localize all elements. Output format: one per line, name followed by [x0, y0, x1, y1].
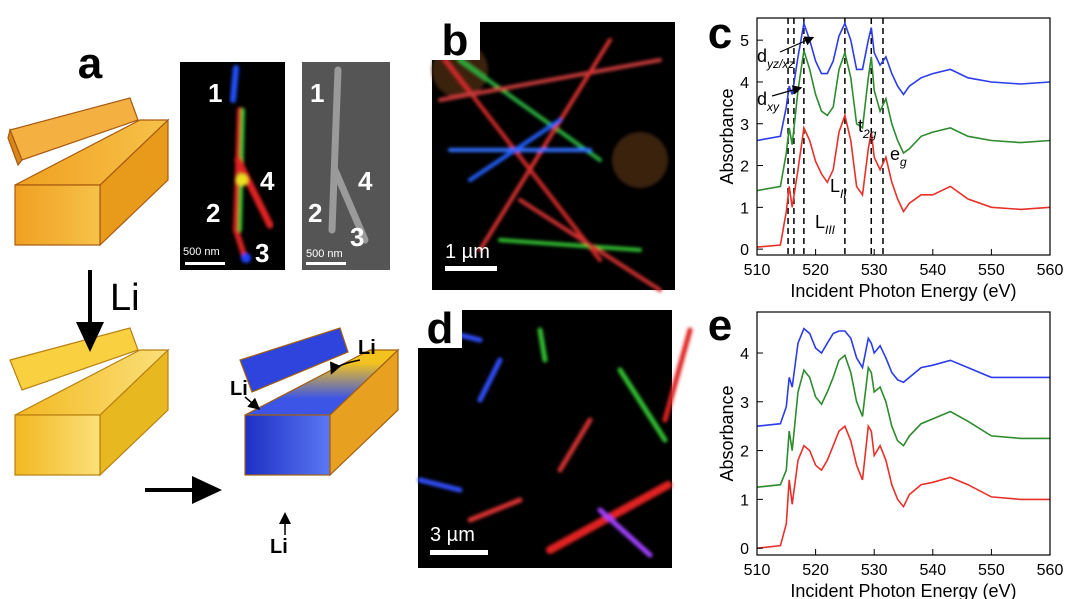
- annotation-sub: xy: [766, 100, 780, 114]
- annotation: eg: [890, 144, 907, 169]
- li-label: Li: [270, 536, 288, 558]
- annotation-arrow: [780, 38, 812, 52]
- annotation-sub: g: [900, 155, 907, 169]
- panel-label: b: [442, 16, 469, 65]
- panel-label: d: [427, 304, 454, 353]
- x-tick-label: 530: [861, 562, 888, 579]
- annotation-main: d: [757, 46, 767, 66]
- arrow-label: Li: [110, 277, 140, 319]
- y-axis-title: Absorbance: [717, 88, 737, 184]
- plot-frame: [757, 312, 1050, 555]
- y-tick-label: 1: [740, 200, 749, 217]
- x-tick-label: 510: [744, 562, 771, 579]
- li-label: Li: [230, 378, 248, 400]
- scale-label: 500 nm: [306, 248, 343, 260]
- annotation-sub: 2g: [862, 127, 877, 141]
- y-tick-label: 0: [740, 541, 749, 558]
- x-axis-title: Incident Photon Energy (eV): [790, 581, 1016, 599]
- li-arrow: [245, 397, 258, 408]
- annotation-main: e: [890, 144, 900, 164]
- x-tick-label: 530: [861, 262, 888, 279]
- figure: Li a Li Li Li 1 2 3 4 500 nm 1 2 3 4 500…: [0, 0, 1070, 599]
- rod-number: 3: [350, 222, 364, 252]
- annotation-sub: II: [840, 187, 847, 201]
- annotation: dxy: [757, 89, 780, 114]
- annotation-main: d: [757, 89, 767, 109]
- y-tick-label: 4: [740, 75, 749, 92]
- scale-bar: [445, 266, 497, 271]
- rod-number: 3: [255, 238, 269, 268]
- x-tick-label: 510: [744, 262, 771, 279]
- y-tick-label: 3: [740, 395, 749, 412]
- y-tick-label: 2: [740, 444, 749, 461]
- plot-frame: [757, 18, 1050, 255]
- spectrum-line: [757, 115, 1050, 247]
- x-tick-label: 520: [802, 562, 829, 579]
- annotation: LIII: [815, 212, 836, 237]
- annotation-main: L: [815, 212, 825, 232]
- scale-label: 3 µm: [430, 524, 475, 546]
- x-tick-label: 560: [1037, 562, 1064, 579]
- scale-label: 500 nm: [183, 246, 220, 258]
- panel-label: c: [708, 9, 732, 58]
- annotation: t2g: [858, 116, 877, 141]
- scale-bar: [306, 262, 346, 265]
- rod-number: 4: [260, 166, 275, 196]
- panel-label: a: [78, 39, 103, 88]
- arrow-head: [192, 476, 222, 504]
- y-tick-label: 2: [740, 159, 749, 176]
- y-tick-label: 1: [740, 492, 749, 509]
- y-tick-label: 4: [740, 346, 749, 363]
- y-tick-label: 5: [740, 33, 749, 50]
- spectrum-line: [757, 23, 1050, 140]
- panel-label: e: [708, 301, 732, 350]
- annotation-sub: yz/xz: [766, 57, 794, 71]
- rod-number: 1: [310, 78, 324, 108]
- rod-yellow: [10, 328, 168, 475]
- x-tick-label: 520: [802, 262, 829, 279]
- x-axis-title: Incident Photon Energy (eV): [790, 281, 1016, 301]
- x-tick-label: 540: [919, 562, 946, 579]
- y-tick-label: 3: [740, 117, 749, 134]
- scale-bar: [185, 262, 225, 265]
- y-tick-label: 0: [740, 242, 749, 259]
- scale-label: 1 µm: [445, 241, 490, 263]
- x-tick-label: 560: [1037, 262, 1064, 279]
- rod-number: 1: [208, 78, 222, 108]
- rod-number: 2: [206, 198, 220, 228]
- rod-number: 4: [358, 166, 373, 196]
- x-tick-label: 550: [978, 262, 1005, 279]
- annotation-arrow: [772, 88, 800, 96]
- annotation-main: L: [830, 176, 840, 196]
- spectrum-line: [757, 51, 1050, 191]
- annotation-sub: III: [825, 223, 836, 237]
- x-tick-label: 550: [978, 562, 1005, 579]
- y-axis-title: Absorbance: [717, 385, 737, 481]
- spectrum-line: [757, 329, 1050, 427]
- rod-orange: [8, 98, 168, 245]
- scale-bar: [430, 550, 488, 555]
- rod-number: 2: [308, 198, 322, 228]
- spectrum-line: [757, 355, 1050, 487]
- li-label: Li: [358, 337, 376, 359]
- x-tick-label: 540: [919, 262, 946, 279]
